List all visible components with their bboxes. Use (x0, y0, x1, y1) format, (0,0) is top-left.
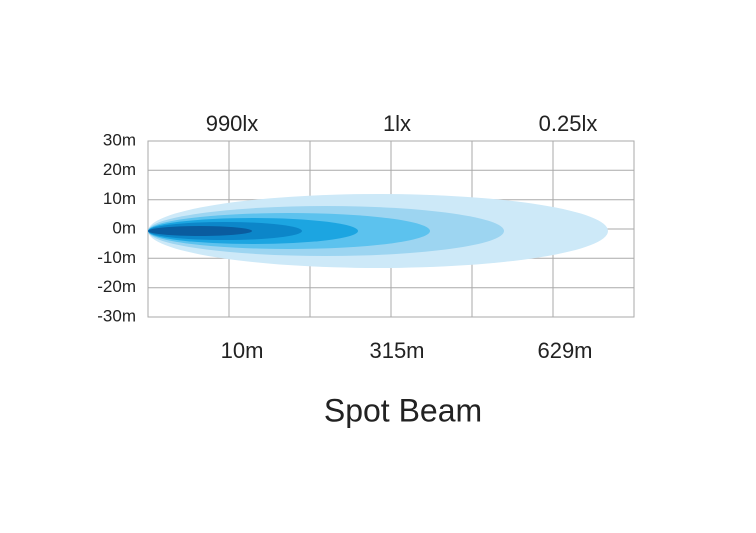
lux-label: 1lx (383, 111, 411, 136)
y-label: -10m (97, 248, 136, 267)
y-label: 30m (103, 130, 136, 149)
y-label: -20m (97, 277, 136, 296)
lux-label: 0.25lx (539, 111, 598, 136)
lux-label: 990lx (206, 111, 259, 136)
diagram-title: Spot Beam (324, 392, 482, 428)
y-label: 20m (103, 160, 136, 179)
beam (148, 194, 608, 268)
beam-zone (148, 226, 252, 236)
y-label: 0m (112, 218, 136, 237)
y-label: -30m (97, 306, 136, 325)
distance-label: 315m (369, 338, 424, 363)
y-label: 10m (103, 189, 136, 208)
distance-label: 10m (221, 338, 264, 363)
distance-label: 629m (537, 338, 592, 363)
